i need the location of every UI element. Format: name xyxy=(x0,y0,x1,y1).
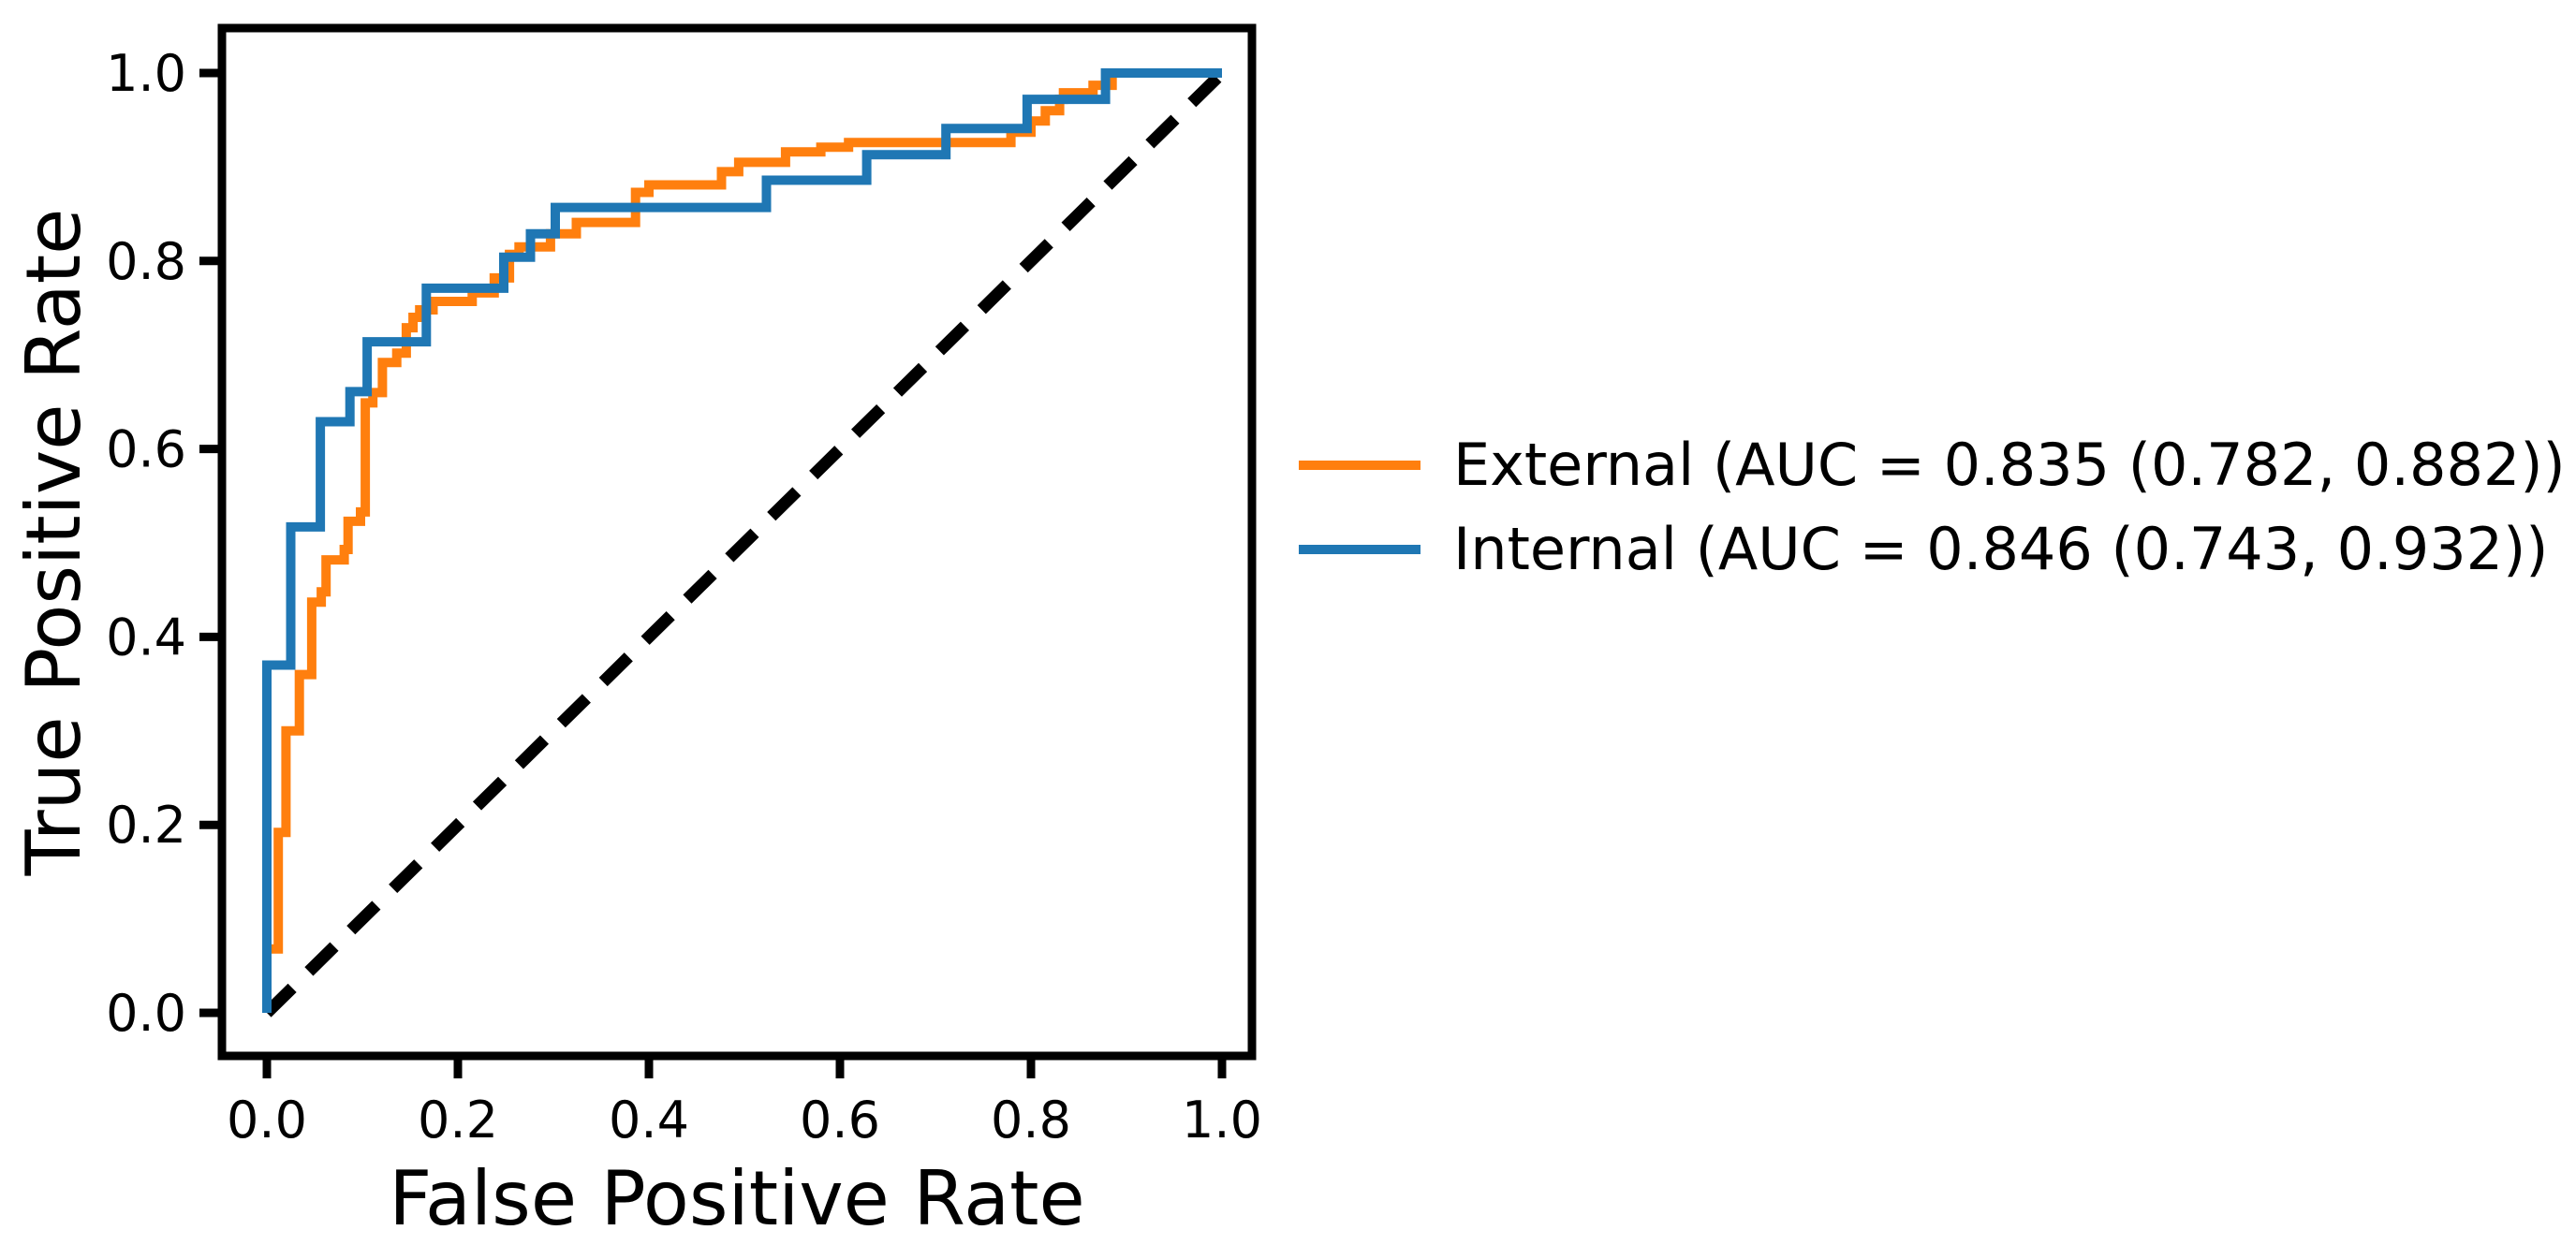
x-tick-label: 0.0 xyxy=(227,1091,307,1150)
plot-axes-box xyxy=(217,23,1257,1061)
legend-label-external: External (AUC = 0.835 (0.782, 0.882)) xyxy=(1453,431,2566,499)
x-tick-label: 0.6 xyxy=(800,1091,880,1150)
x-tick-label: 0.2 xyxy=(418,1091,498,1150)
y-tick-label: 1.0 xyxy=(106,44,186,103)
y-tick-label: 0.2 xyxy=(106,796,186,855)
x-axis-ticks: 0.0 0.2 0.4 0.6 0.8 1.0 xyxy=(227,1056,1262,1150)
y-axis-ticks: 0.0 0.2 0.4 0.6 0.8 1.0 xyxy=(106,44,222,1043)
x-axis-label: False Positive Rate xyxy=(389,1155,1085,1241)
legend: External (AUC = 0.835 (0.782, 0.882)) Int… xyxy=(1299,431,2566,583)
roc-curve-internal xyxy=(262,68,1222,1013)
y-tick-label: 0.8 xyxy=(106,232,186,291)
legend-label-internal: Internal (AUC = 0.846 (0.743, 0.932)) xyxy=(1453,515,2548,583)
y-tick-label: 0.4 xyxy=(106,608,186,666)
x-tick-label: 0.8 xyxy=(991,1091,1071,1150)
y-tick-label: 0.0 xyxy=(106,984,186,1043)
y-axis-label: True Positive Rate xyxy=(10,209,97,877)
x-tick-label: 0.4 xyxy=(609,1091,689,1150)
y-tick-label: 0.6 xyxy=(106,420,186,479)
chance-diagonal-line xyxy=(262,68,1227,1018)
x-tick-label: 1.0 xyxy=(1182,1091,1262,1150)
